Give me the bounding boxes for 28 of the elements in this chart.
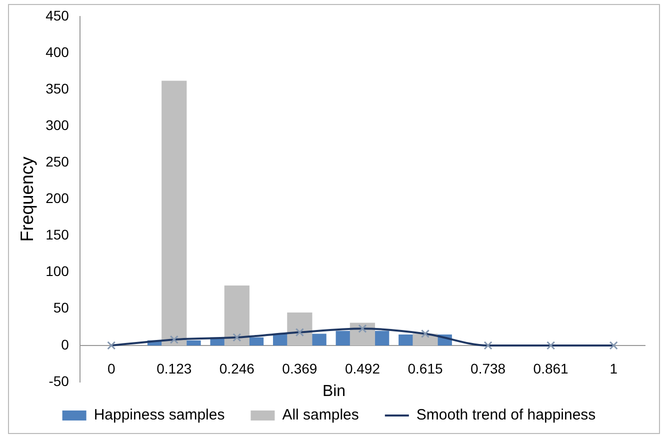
x-tick-label: 0.246 bbox=[219, 360, 255, 377]
y-tick-label: 400 bbox=[46, 44, 70, 60]
bar bbox=[287, 312, 312, 346]
x-tick-label: 0.861 bbox=[533, 360, 569, 377]
x-axis-title: Bin bbox=[322, 383, 346, 400]
x-tick-label: 0.492 bbox=[344, 360, 380, 377]
y-tick-label: 450 bbox=[46, 7, 70, 24]
x-tick-label: 1 bbox=[610, 360, 618, 377]
y-tick-label: 100 bbox=[46, 263, 70, 280]
y-tick-label: 0 bbox=[61, 336, 70, 352]
x-tick-label: 0.738 bbox=[470, 360, 506, 377]
y-tick-label: 150 bbox=[46, 226, 70, 243]
legend-label: All samples bbox=[282, 406, 359, 424]
x-tick-label: 0 bbox=[107, 360, 116, 377]
y-tick-label: 250 bbox=[46, 154, 70, 170]
legend-label: Smooth trend of happiness bbox=[416, 406, 596, 424]
x-tick-label: 0.615 bbox=[408, 360, 443, 377]
y-tick-label: 300 bbox=[46, 116, 70, 133]
y-tick-label: -50 bbox=[48, 372, 70, 389]
y-tick-label: 50 bbox=[53, 300, 70, 316]
y-tick-label: 200 bbox=[46, 190, 70, 206]
bar bbox=[224, 285, 250, 346]
legend-label: Happiness samples bbox=[94, 406, 225, 424]
y-tick-label: 350 bbox=[46, 80, 70, 96]
x-tick-label: 0.123 bbox=[156, 360, 192, 377]
bar bbox=[162, 80, 187, 346]
y-axis-title: Frequency bbox=[16, 156, 37, 242]
x-tick-label: 0.369 bbox=[282, 360, 318, 377]
